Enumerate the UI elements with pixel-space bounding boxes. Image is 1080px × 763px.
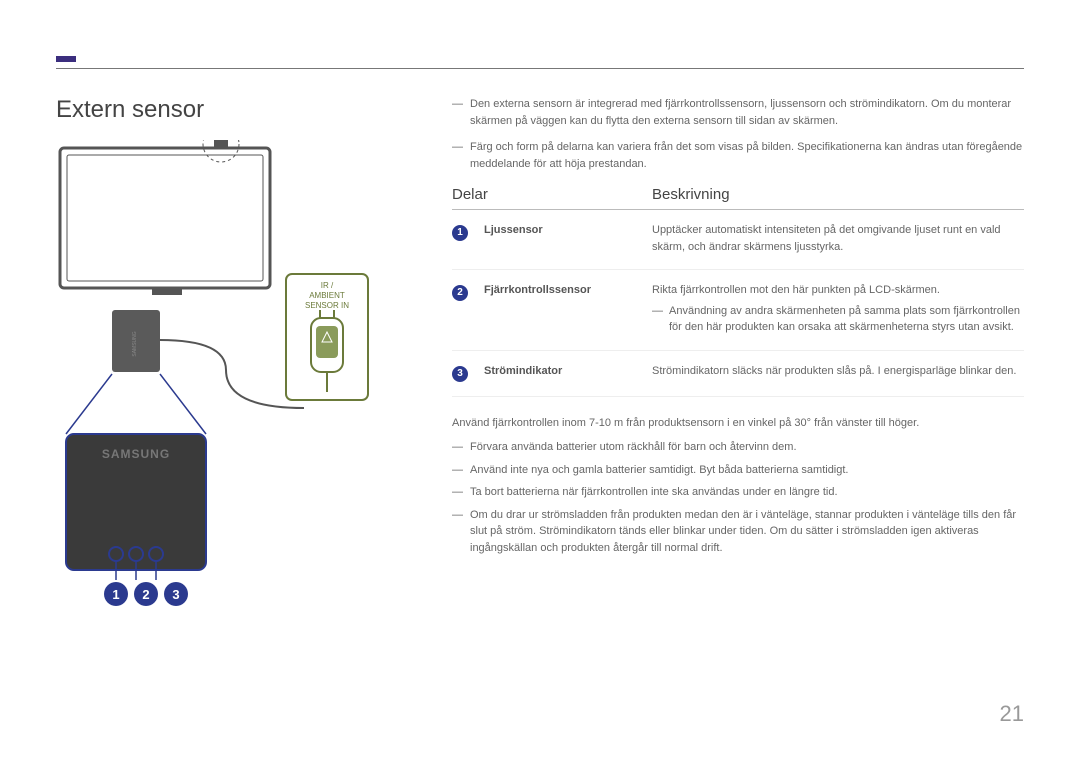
- header-accent-bar: [56, 56, 76, 62]
- callout-3: 3: [164, 582, 188, 606]
- external-sensor-small: SAMSUNG: [112, 310, 160, 372]
- zoom-line-right: [160, 374, 206, 434]
- svg-text:3: 3: [172, 587, 179, 602]
- zoom-line-left: [66, 374, 112, 434]
- svg-text:SAMSUNG: SAMSUNG: [132, 331, 138, 356]
- table-header: Delar Beskrivning: [452, 186, 1024, 210]
- svg-text:2: 2: [142, 587, 149, 602]
- footer-note-3: ―Ta bort batterierna när fjärrkontrollen…: [452, 484, 1024, 501]
- svg-text:SAMSUNG: SAMSUNG: [102, 447, 170, 461]
- row-desc-3: Strömindikatorn släcks när produkten slå…: [652, 363, 1024, 380]
- text-column: ― Den externa sensorn är integrerad med …: [452, 96, 1024, 562]
- intro-note-1: ― Den externa sensorn är integrerad med …: [452, 96, 1024, 129]
- external-sensor-zoom: SAMSUNG: [66, 434, 206, 580]
- callout-1: 1: [104, 582, 128, 606]
- page-number: 21: [1000, 701, 1024, 727]
- header-rule: [56, 68, 1024, 69]
- ir-port-panel: IR / AMBIENT SENSOR IN: [286, 274, 368, 400]
- col-header-desc: Beskrivning: [652, 186, 730, 203]
- row-name-1: Ljussensor: [484, 222, 652, 236]
- table-row: 1 Ljussensor Upptäcker automatiskt inten…: [452, 210, 1024, 270]
- footer-note-1: ―Förvara använda batterier utom räckhåll…: [452, 439, 1024, 456]
- table-row: 2 Fjärrkontrollssensor Rikta fjärrkontro…: [452, 270, 1024, 351]
- footer-note-2: ―Använd inte nya och gamla batterier sam…: [452, 462, 1024, 479]
- svg-text:SENSOR IN: SENSOR IN: [305, 301, 349, 310]
- col-header-parts: Delar: [452, 186, 652, 203]
- row-num-1: 1: [452, 225, 468, 241]
- row-num-2: 2: [452, 285, 468, 301]
- monitor-icon: [60, 140, 270, 295]
- svg-text:IR /: IR /: [321, 281, 334, 290]
- callout-2: 2: [134, 582, 158, 606]
- page-title: Extern sensor: [56, 96, 204, 124]
- row-name-3: Strömindikator: [484, 363, 652, 377]
- svg-text:AMBIENT: AMBIENT: [309, 291, 345, 300]
- cable-line: [160, 340, 304, 408]
- row-name-2: Fjärrkontrollssensor: [484, 282, 652, 296]
- row-num-3: 3: [452, 366, 468, 382]
- intro-note-2: ― Färg och form på delarna kan variera f…: [452, 139, 1024, 172]
- footer-intro: Använd fjärrkontrollen inom 7-10 m från …: [452, 415, 1024, 432]
- footer-notes: Använd fjärrkontrollen inom 7-10 m från …: [452, 415, 1024, 557]
- svg-text:1: 1: [112, 587, 119, 602]
- sensor-diagram: SAMSUNG IR / AMBIENT SENSOR IN: [56, 140, 376, 620]
- plug-icon: [311, 310, 343, 392]
- row-desc-2: Rikta fjärrkontrollen mot den här punkte…: [652, 282, 1024, 336]
- footer-note-4: ―Om du drar ur strömsladden från produkt…: [452, 507, 1024, 557]
- table-row: 3 Strömindikator Strömindikatorn släcks …: [452, 351, 1024, 397]
- row-desc-1: Upptäcker automatiskt intensiteten på de…: [652, 222, 1024, 255]
